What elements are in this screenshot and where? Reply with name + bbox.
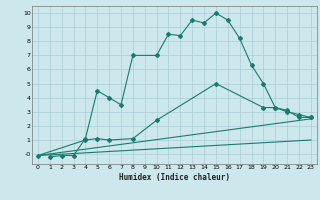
X-axis label: Humidex (Indice chaleur): Humidex (Indice chaleur): [119, 173, 230, 182]
